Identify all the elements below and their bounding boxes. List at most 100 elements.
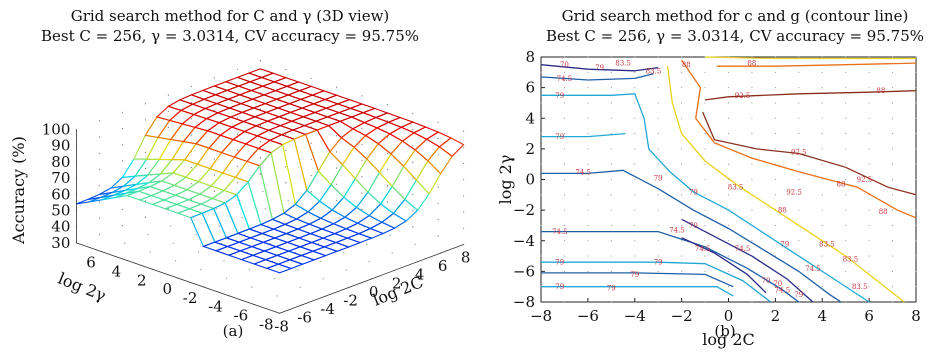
grid-dot [610,102,612,104]
grid-dot [412,226,414,228]
grid-dot [610,71,612,73]
grid-dot [798,163,800,165]
grid-dot [437,235,439,237]
surface-cell [214,245,242,256]
surface-cell [313,107,341,118]
surface-cell [224,76,252,87]
contour-label: 92.5 [786,188,802,196]
surface-cell [277,111,305,122]
grid-dot [845,178,847,181]
grid-dot [463,179,465,181]
grid-dot [587,133,589,135]
surface-cell [239,98,267,109]
grid-dot [610,194,612,196]
grid-dot [798,178,800,181]
contour-label: 79 [794,291,803,299]
grid-dot [195,234,197,236]
grid-dot [892,209,894,211]
grid-dot [216,208,218,210]
contour-label: 74.5 [575,168,591,176]
x-tick-label: 8 [911,307,921,325]
contour-label: 83.5 [819,240,835,248]
surface-cell [390,140,416,168]
grid-dot [657,255,659,257]
grid-dot [704,87,706,89]
grid-dot [610,224,612,226]
grid-dot [310,126,312,128]
contour-line-92-5 [702,111,917,196]
grid-dot [213,190,215,192]
x-tick-label: −4 [624,307,646,325]
grid-dot [751,56,753,58]
surface-cell [238,89,266,100]
z-tick-label: 90 [51,137,70,155]
y-axis-line [76,242,280,314]
surface-cell [247,68,275,79]
surface-cell [337,107,365,118]
grid-dot [336,199,338,202]
surface-cell [150,199,179,210]
surface-cell [251,250,279,261]
surface-cell [213,237,241,248]
surface-cell [237,237,265,248]
grid-dot [845,148,847,150]
grid-dot [681,194,683,196]
grid-dot [868,209,870,211]
contour-line-92-5 [705,90,917,101]
grid-dot [892,117,894,119]
grid-dot [915,178,917,181]
surface-cell [265,263,293,274]
surface-cell [380,212,408,229]
grid-dot [251,286,253,288]
grid-dot [704,209,706,211]
grid-dot [225,277,227,279]
grid-dot [774,178,776,181]
grid-dot [727,286,730,288]
surface-cell [206,122,234,136]
surface-cell [294,189,321,213]
grid-dot [868,71,870,73]
surface-cell [354,157,381,194]
surface-cell [159,159,186,175]
surface-cell [401,132,428,151]
grid-dot [610,56,612,58]
grid-dot [463,162,465,165]
x-tick-label: −8 [530,307,552,325]
grid-dot [121,208,123,211]
surface-cell [324,103,353,114]
surface-cell [427,146,453,175]
surface-cell [239,254,268,265]
x-tick-label: −2 [671,307,693,325]
surface-cell [174,189,202,201]
z-tick-label: 50 [51,202,70,220]
grid-dot [297,269,299,271]
contour-label: 92.5 [735,92,751,100]
grid-dot [868,270,870,272]
grid-dot [634,133,636,135]
grid-dot [892,270,894,272]
grid-dot [310,77,312,79]
grid-dot [310,158,312,160]
grid-dot [587,240,589,242]
grid-dot [657,209,659,211]
surface-cell [288,254,316,265]
surface-cell [343,206,371,224]
y-tick-label: 6 [525,79,535,97]
grid-dot [681,163,683,165]
surface-cell [311,98,340,109]
panel-b-caption: (b) [714,322,736,340]
contour-label: 88 [879,208,888,216]
surface-cell [271,212,298,225]
grid-dot [727,240,730,242]
grid-dot [213,158,215,160]
grid-dot [540,163,542,165]
surface-cell [201,207,228,243]
grid-dot [587,148,589,150]
surface-cell [252,103,280,113]
grid-dot [774,194,776,196]
grid-dot [98,201,100,203]
grid-dot [236,149,238,151]
grid-dot [218,225,220,227]
surface-cell [161,184,189,196]
surface-cell [273,233,301,243]
